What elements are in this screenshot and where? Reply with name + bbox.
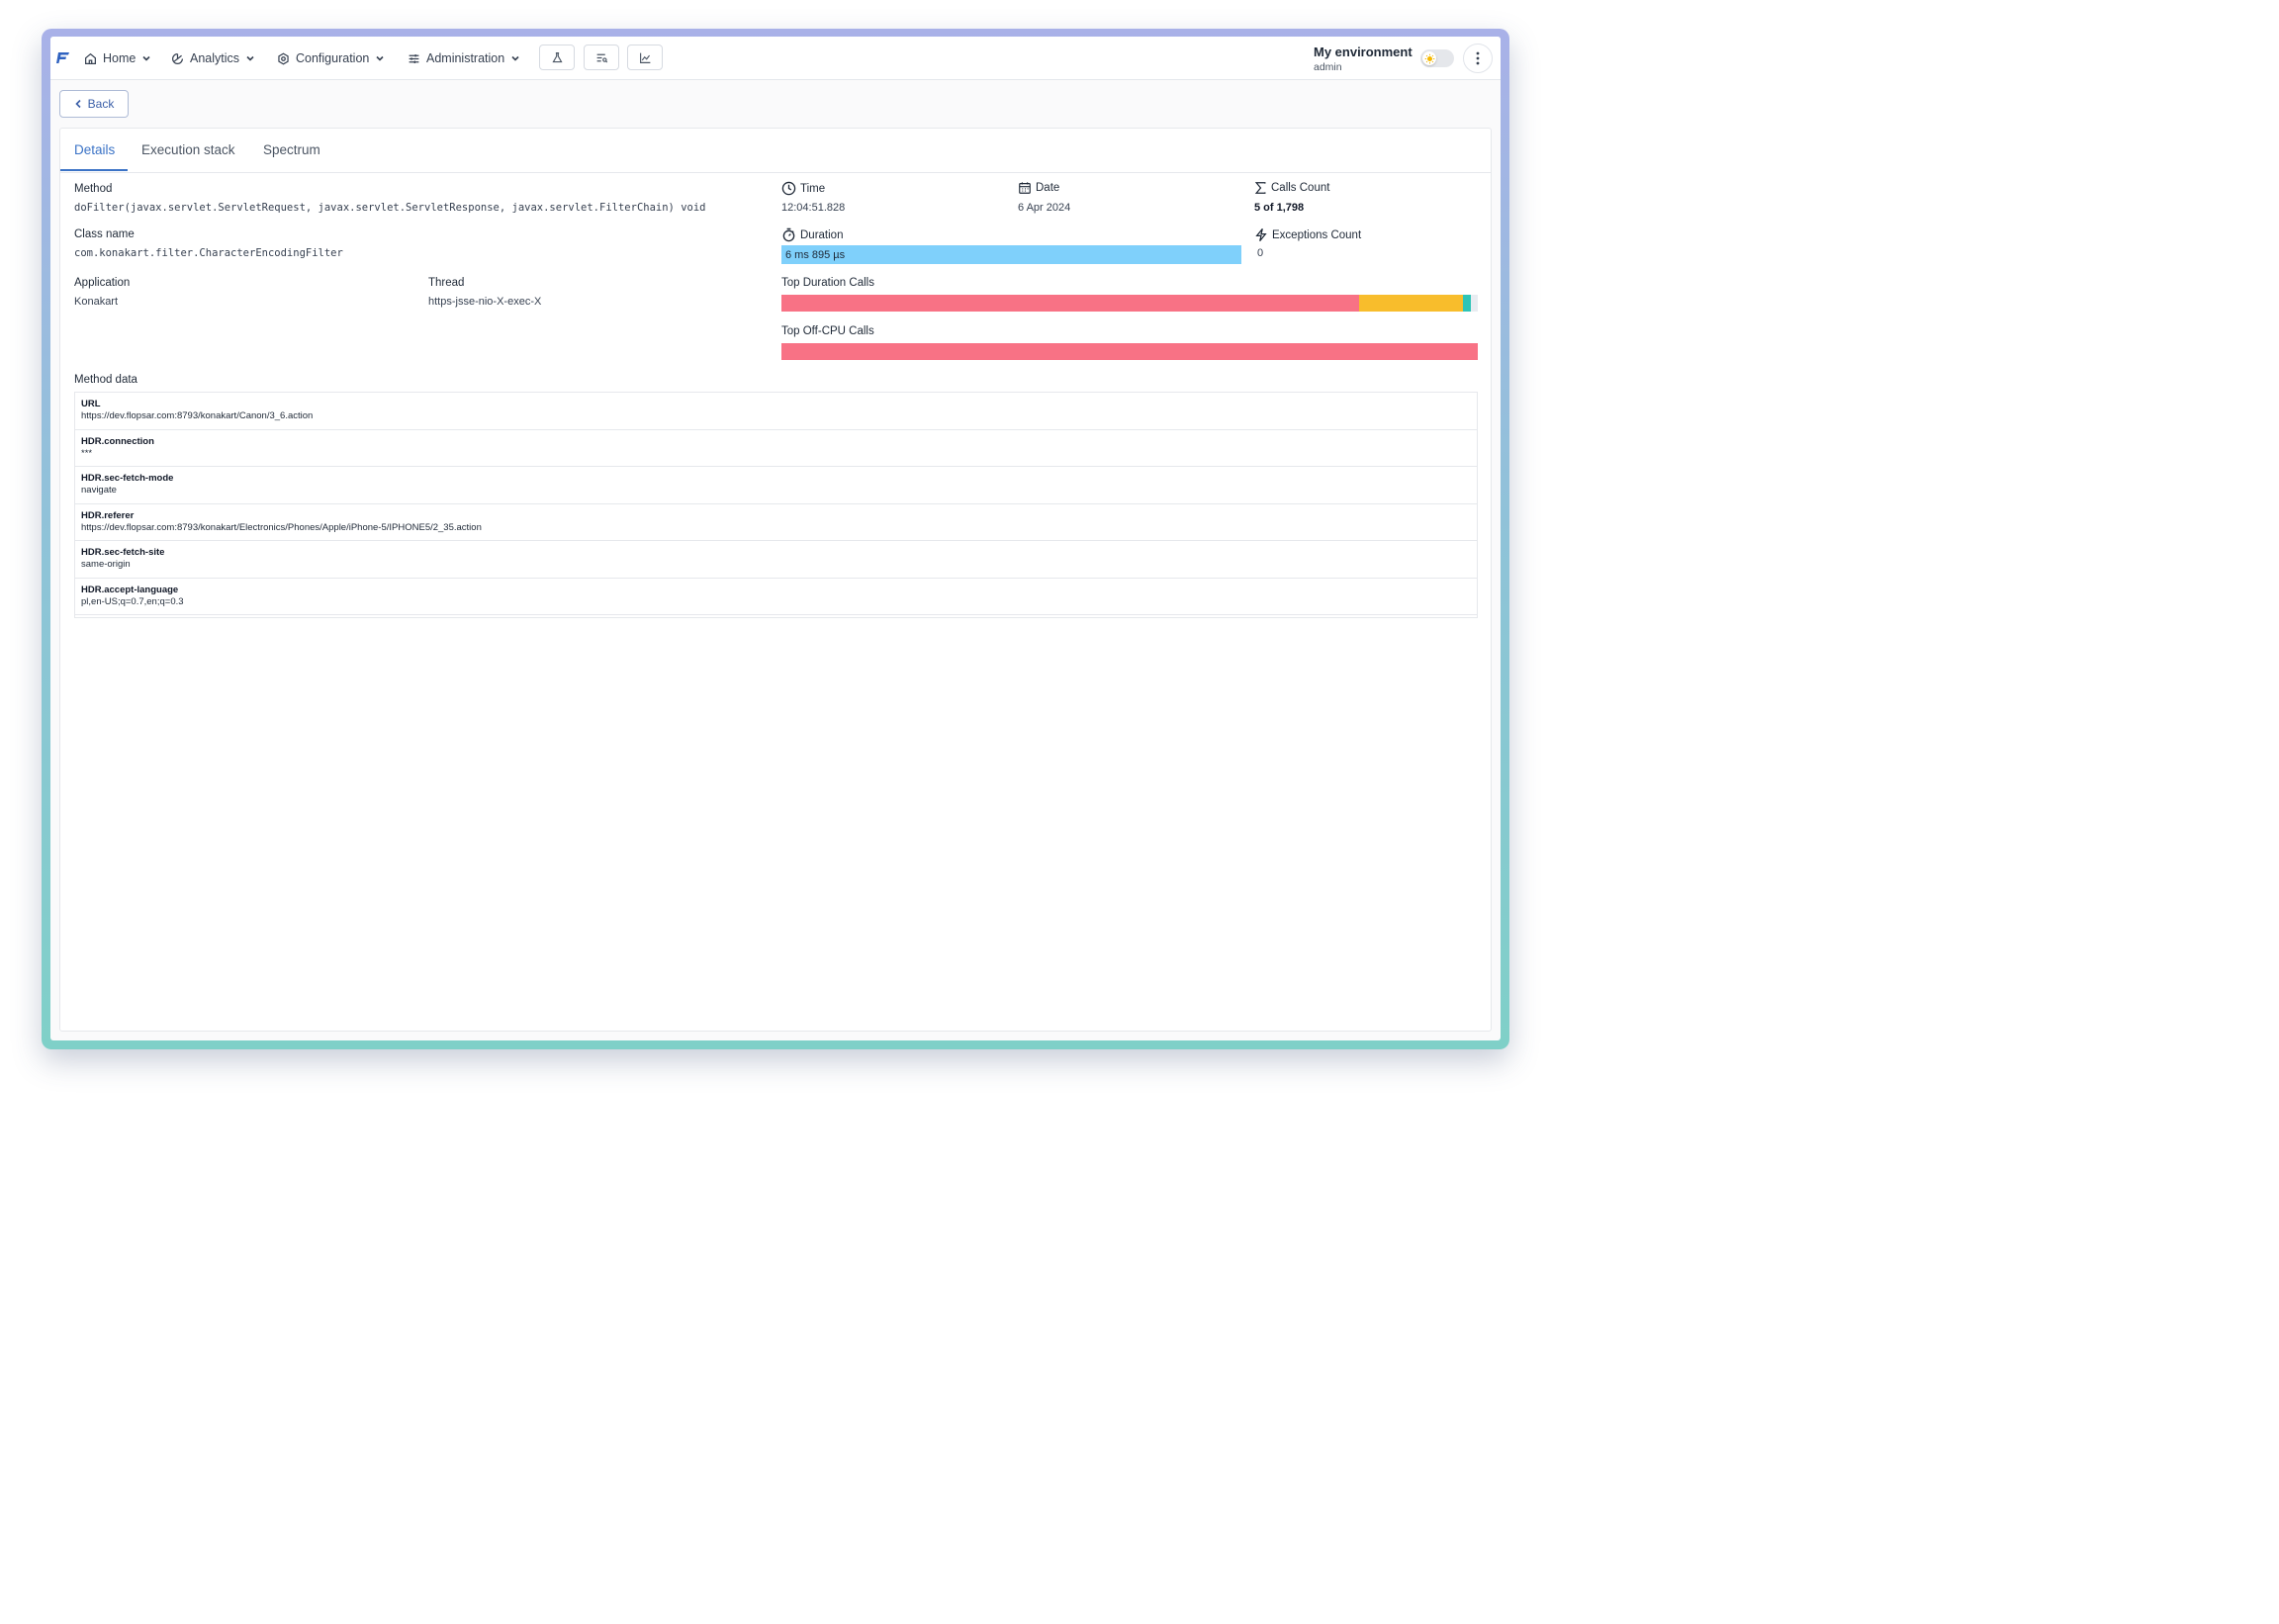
top-duration-calls-label: Top Duration Calls: [781, 277, 874, 289]
top-off-cpu-calls-bar[interactable]: [781, 343, 1478, 360]
app-window: Home Analytics Configuration Administrat…: [50, 37, 1501, 1040]
duration-field: Duration: [781, 227, 843, 242]
nav-configuration-label: Configuration: [296, 51, 370, 65]
method-data-value: pl,en-US;q=0.7,en;q=0.3: [81, 595, 184, 607]
date-value: 6 Apr 2024: [1018, 202, 1071, 214]
app-logo-icon[interactable]: [56, 50, 70, 64]
method-data-key: HDR.accept-language: [81, 584, 179, 595]
top-duration-calls-bar[interactable]: [781, 295, 1478, 312]
nav-analytics[interactable]: Analytics: [171, 47, 255, 69]
method-value: doFilter(javax.servlet.ServletRequest, j…: [74, 202, 706, 214]
theme-toggle[interactable]: [1420, 49, 1454, 67]
analytics-icon: [172, 52, 183, 64]
lightning-icon: [1255, 227, 1267, 242]
top-off-cpu-calls-label: Top Off-CPU Calls: [781, 325, 874, 337]
table-row: HDR.accept-language pl,en-US;q=0.7,en;q=…: [75, 579, 1477, 615]
bar-segment[interactable]: [1358, 295, 1464, 312]
home-icon: [85, 52, 96, 64]
method-data-value: same-origin: [81, 559, 131, 570]
sigma-icon: [1254, 182, 1266, 194]
table-row: HDR.referer https://dev.flopsar.com:8793…: [75, 504, 1477, 541]
back-button-label: Back: [87, 97, 115, 111]
flask-icon: [551, 51, 563, 62]
method-data-key: HDR.sec-fetch-mode: [81, 473, 174, 484]
nav-home[interactable]: Home: [84, 47, 151, 69]
calls-count-field: Calls Count: [1254, 181, 1329, 195]
method-data-key: URL: [81, 399, 101, 409]
method-data-value: ***: [81, 447, 93, 459]
thread-label: Thread: [428, 277, 465, 289]
list-search-icon: [596, 53, 607, 62]
chevron-down-icon: [511, 55, 519, 61]
stopwatch-icon: [782, 227, 795, 242]
search-list-tool-button[interactable]: [584, 45, 619, 70]
thread-value: https-jsse-nio-X-exec-X: [428, 296, 542, 308]
tab-details[interactable]: Details: [74, 142, 116, 157]
more-options-button[interactable]: [1463, 44, 1493, 73]
chevron-down-icon: [376, 55, 384, 61]
class-name-value: com.konakart.filter.CharacterEncodingFil…: [74, 247, 343, 259]
details-card: Details Execution stack Spectrum Method …: [59, 128, 1492, 1032]
chart-tool-button[interactable]: [627, 45, 663, 70]
environment-name: My environment: [1314, 45, 1413, 59]
exceptions-count-value: 0: [1257, 247, 1264, 259]
line-chart-icon: [639, 52, 650, 63]
nav-home-label: Home: [103, 51, 137, 65]
top-navigation-bar: Home Analytics Configuration Administrat…: [50, 37, 1501, 80]
nav-administration-label: Administration: [426, 51, 505, 65]
application-label: Application: [74, 277, 131, 289]
date-field: Date: [1018, 181, 1059, 195]
duration-value: 6 ms 895 µs: [785, 248, 846, 261]
table-row: URL https://dev.flopsar.com:8793/konakar…: [75, 393, 1477, 430]
exceptions-count-label: Exceptions Count: [1272, 228, 1362, 241]
table-row: HDR.sec-fetch-mode navigate: [75, 467, 1477, 504]
environment-user: admin: [1314, 61, 1342, 73]
theme-toggle-knob: [1422, 51, 1436, 65]
calls-count-label: Calls Count: [1271, 182, 1330, 194]
back-button[interactable]: Back: [59, 90, 129, 118]
method-data-label: Method data: [74, 374, 137, 386]
settings-hex-icon: [278, 52, 289, 64]
time-field: Time: [781, 181, 825, 196]
clock-icon: [781, 181, 796, 196]
chevron-down-icon: [246, 55, 254, 61]
time-value: 12:04:51.828: [781, 202, 846, 214]
date-label: Date: [1036, 182, 1060, 194]
tab-bar: Details Execution stack Spectrum: [60, 129, 1491, 173]
sun-icon: [1424, 53, 1434, 63]
calendar-icon: [1019, 182, 1031, 194]
chevron-left-icon: [75, 99, 81, 109]
nav-configuration[interactable]: Configuration: [277, 47, 385, 69]
tab-spectrum[interactable]: Spectrum: [263, 142, 320, 157]
active-tab-indicator: [60, 169, 128, 171]
method-data-table: URL https://dev.flopsar.com:8793/konakar…: [74, 392, 1478, 618]
method-data-value: navigate: [81, 485, 117, 496]
application-value: Konakart: [74, 296, 119, 308]
method-data-key: HDR.sec-fetch-site: [81, 547, 165, 558]
tab-execution-stack[interactable]: Execution stack: [141, 142, 235, 157]
method-data-key: HDR.referer: [81, 509, 135, 521]
time-label: Time: [800, 182, 826, 195]
exceptions-count-field: Exceptions Count: [1254, 227, 1361, 242]
table-row: HDR.sec-fetch-site same-origin: [75, 541, 1477, 579]
bar-segment[interactable]: [781, 295, 1359, 312]
nav-analytics-label: Analytics: [190, 51, 240, 65]
method-data-key: HDR.connection: [81, 435, 154, 447]
method-label: Method: [74, 183, 113, 195]
chevron-down-icon: [142, 55, 150, 61]
flask-tool-button[interactable]: [539, 45, 575, 70]
more-vertical-icon: [1476, 51, 1480, 65]
table-row: HDR.connection ***: [75, 430, 1477, 467]
bar-segment[interactable]: [781, 343, 1478, 360]
method-data-value: https://dev.flopsar.com:8793/konakart/El…: [81, 521, 482, 533]
sliders-icon: [409, 53, 419, 63]
bar-segment[interactable]: [1463, 295, 1471, 312]
bar-segment[interactable]: [1470, 295, 1478, 312]
nav-administration[interactable]: Administration: [408, 47, 520, 69]
duration-label: Duration: [800, 228, 844, 241]
method-data-value: https://dev.flopsar.com:8793/konakart/Ca…: [81, 410, 314, 421]
duration-bar: 6 ms 895 µs: [781, 245, 1241, 264]
class-name-label: Class name: [74, 228, 135, 240]
calls-count-value: 5 of 1,798: [1254, 202, 1305, 214]
